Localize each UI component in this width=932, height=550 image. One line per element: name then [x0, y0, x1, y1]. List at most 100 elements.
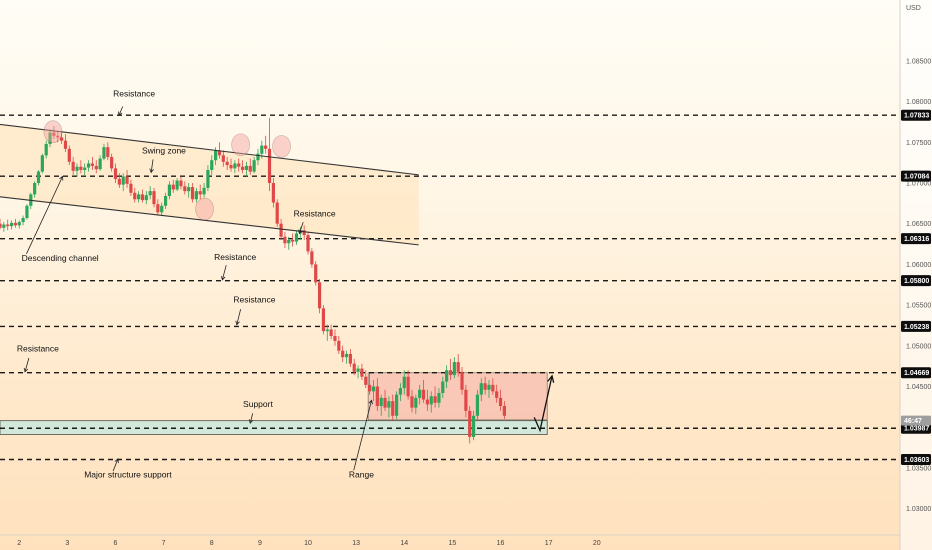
candle	[240, 166, 245, 170]
candle	[356, 368, 360, 372]
candle	[167, 184, 172, 197]
candle	[275, 202, 279, 224]
candle	[314, 264, 318, 283]
candle	[233, 163, 237, 169]
annotation-arrowhead	[23, 367, 29, 373]
candle	[60, 137, 64, 141]
annotation-label: Major structure support	[84, 470, 172, 480]
candle	[471, 415, 476, 437]
candle	[2, 224, 6, 228]
annotations-layer: Resistance Swing zone Descending channel Re…	[17, 89, 374, 480]
candle	[113, 168, 118, 179]
annotation-arrowhead	[235, 320, 240, 326]
time-tick-label: 17	[545, 540, 553, 547]
candle	[52, 132, 56, 136]
level-price-box	[901, 275, 931, 287]
candle	[36, 171, 41, 183]
candle	[495, 391, 499, 398]
candle	[194, 191, 198, 200]
price-tick-label: 1.08000	[906, 99, 931, 106]
level-price-box	[901, 454, 931, 465]
time-tick-label: 2	[17, 540, 21, 547]
candle	[98, 158, 102, 170]
candle	[9, 222, 14, 227]
candle	[391, 401, 395, 416]
candle	[317, 282, 322, 309]
annotation-arrowhead	[248, 419, 254, 424]
candle	[140, 194, 145, 201]
candle	[221, 155, 225, 162]
candle	[398, 388, 403, 395]
candle	[6, 224, 10, 227]
annotation-label: Resistance	[214, 252, 256, 262]
candle	[237, 163, 241, 167]
candle	[264, 145, 268, 149]
swing-point-marker	[231, 133, 250, 157]
current-price-box	[901, 415, 931, 426]
annotation-label: Swing zone	[142, 145, 186, 155]
candle	[71, 161, 75, 171]
candle	[83, 167, 87, 170]
candle	[383, 397, 387, 408]
candle	[252, 160, 256, 172]
candle	[329, 329, 333, 337]
candle	[160, 205, 164, 213]
price-axis[interactable]: USD 1.08500 1.08000 1.07500 1.07000 1.06500 1.…	[899, 0, 932, 550]
price-tick-label: 1.06000	[906, 262, 931, 269]
price-tick-label: 1.03500	[906, 465, 931, 472]
current-price-label: 46:47	[904, 418, 922, 425]
price-tick-label: 1.07500	[906, 140, 931, 147]
candle	[110, 156, 114, 169]
annotation-label: Resistance	[17, 343, 59, 353]
candle	[25, 205, 29, 218]
candle	[210, 160, 214, 170]
candle	[102, 147, 106, 159]
candle	[256, 153, 260, 161]
time-axis[interactable]: 2 3 6 7 8 9 10 13 14 15 16 17 20	[0, 534, 900, 547]
price-tick-label: 1.06500	[906, 221, 931, 228]
candle	[310, 251, 314, 265]
price-tick-label: 1.04500	[906, 384, 931, 391]
candle	[144, 195, 148, 201]
swing-point-marker	[195, 197, 214, 221]
candle	[375, 386, 379, 407]
candle	[156, 204, 160, 213]
annotation-arrow	[249, 413, 254, 424]
time-tick-label: 15	[449, 540, 457, 547]
candle	[244, 165, 249, 170]
candle	[183, 186, 187, 192]
annotation-arrow	[112, 458, 119, 472]
candle	[344, 353, 349, 358]
annotation-label: Resistance	[113, 89, 155, 99]
candle	[67, 148, 71, 162]
candle	[17, 222, 21, 226]
candle	[117, 178, 121, 185]
candle	[267, 148, 272, 183]
annotation-label: Resistance	[233, 295, 275, 305]
candle	[294, 233, 299, 242]
candle	[302, 230, 306, 236]
level-price-label: 1.05800	[904, 278, 929, 285]
level-price-label: 1.07084	[904, 174, 929, 181]
candle	[364, 376, 368, 385]
projection-arrowhead	[547, 374, 555, 383]
annotation-arrowhead	[149, 168, 154, 174]
time-tick-label: 7	[162, 540, 166, 547]
candle	[40, 155, 44, 172]
swing-point-marker	[272, 135, 291, 158]
candle	[225, 161, 229, 166]
annotation-label: Resistance	[294, 208, 336, 218]
time-tick-label: 9	[258, 540, 262, 547]
candle	[287, 239, 291, 244]
level-price-label: 1.03603	[904, 457, 929, 464]
annotation-arrow	[221, 265, 227, 280]
candle	[33, 183, 37, 195]
annotation-arrow	[236, 309, 242, 325]
level-price-box	[901, 320, 931, 332]
candle	[452, 362, 456, 376]
candle	[321, 308, 326, 332]
candle	[414, 397, 418, 408]
annotation-arrow	[118, 106, 124, 116]
candle	[179, 180, 183, 187]
